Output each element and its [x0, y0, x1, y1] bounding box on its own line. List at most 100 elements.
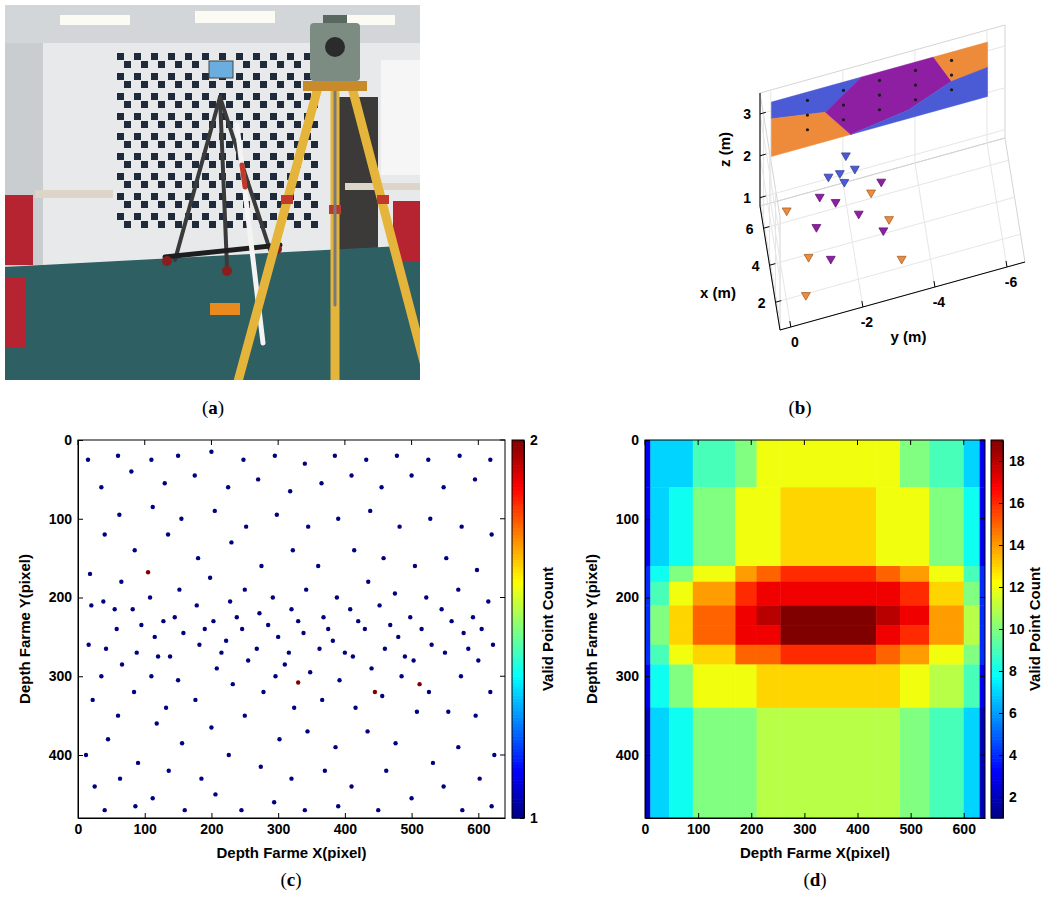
- point: [104, 646, 108, 650]
- point: [369, 666, 373, 670]
- point: [92, 784, 96, 788]
- heat-cell: [964, 625, 980, 645]
- wall-target: [141, 61, 148, 68]
- wall-target: [158, 121, 165, 128]
- tick-mark: [345, 813, 346, 818]
- heat-cell: [757, 582, 781, 606]
- heat-cell: [780, 664, 876, 708]
- camera-point: [815, 194, 824, 202]
- wall-target: [270, 133, 277, 140]
- left-wall: [5, 43, 43, 273]
- heat-cell: [757, 708, 781, 818]
- tick-label: 0: [64, 432, 72, 448]
- tick-label: 6: [1009, 705, 1017, 721]
- heat-cell: [780, 645, 876, 665]
- heat-cell: [964, 566, 980, 582]
- point: [226, 485, 230, 489]
- point: [197, 643, 201, 647]
- point: [460, 808, 464, 812]
- wall-target: [202, 173, 209, 180]
- point: [149, 457, 153, 461]
- wall-target: [151, 93, 158, 100]
- point: [195, 603, 199, 607]
- point: [383, 646, 387, 650]
- point: [246, 658, 250, 662]
- heat-cell: [876, 645, 900, 665]
- station-lens: [325, 37, 345, 57]
- grid: [760, 30, 1021, 327]
- point: [177, 587, 181, 591]
- wall-target: [117, 193, 124, 200]
- wall-target: [175, 121, 182, 128]
- point: [384, 769, 388, 773]
- tick-label: 2: [743, 148, 751, 164]
- tick-label: 100: [616, 511, 640, 527]
- camera-point: [854, 211, 863, 219]
- heat-cell: [669, 645, 693, 665]
- tick-mark: [999, 713, 1003, 714]
- wall-target: [287, 93, 294, 100]
- plot-background: [645, 440, 985, 818]
- tick-mark: [520, 818, 524, 819]
- point: [101, 599, 105, 603]
- wall-target: [175, 201, 182, 208]
- point: [304, 587, 308, 591]
- heat-cell: [693, 440, 736, 488]
- wall-target: [226, 81, 233, 88]
- point: [376, 808, 380, 812]
- wall-target: [124, 101, 131, 108]
- target-point: [806, 99, 809, 102]
- heat-cell: [669, 664, 693, 708]
- caption-part: ): [820, 869, 826, 891]
- heat-cell: [900, 566, 930, 582]
- heat-cell: [650, 708, 669, 818]
- wall-target: [236, 213, 243, 220]
- point: [489, 532, 493, 536]
- point: [116, 454, 120, 458]
- wall-target: [151, 213, 158, 220]
- point: [164, 706, 168, 710]
- wall-target: [311, 181, 318, 188]
- point: [256, 477, 260, 481]
- heat-cell: [735, 605, 757, 625]
- heat-cell: [650, 625, 669, 645]
- heat-cell: [693, 605, 736, 625]
- point: [131, 607, 135, 611]
- point: [446, 709, 450, 713]
- tick-mark: [698, 440, 699, 445]
- point: [323, 769, 327, 773]
- wall-target: [287, 133, 294, 140]
- point: [336, 517, 340, 521]
- point: [89, 603, 93, 607]
- wall-target: [117, 53, 124, 60]
- wall-target: [158, 201, 165, 208]
- point: [431, 761, 435, 765]
- heat-cell: [780, 582, 876, 606]
- point: [427, 690, 431, 694]
- point: [456, 587, 460, 591]
- wall-target: [236, 113, 243, 120]
- point: [288, 489, 292, 493]
- wall-target: [117, 153, 124, 160]
- target-point: [950, 59, 953, 62]
- point: [366, 580, 370, 584]
- wall-target: [202, 93, 209, 100]
- point: [224, 639, 228, 643]
- point: [363, 627, 367, 631]
- point: [289, 607, 293, 611]
- wall-target: [151, 113, 158, 120]
- point: [276, 635, 280, 639]
- tick: 300: [267, 813, 291, 837]
- leg-clamp: [377, 195, 389, 204]
- axis-title: z (m): [716, 132, 733, 167]
- point: [473, 713, 477, 717]
- point: [181, 631, 185, 635]
- tick-mark: [999, 755, 1003, 756]
- wall-target: [226, 161, 233, 168]
- point: [419, 627, 423, 631]
- tick-mark: [478, 813, 479, 818]
- chair: [5, 277, 25, 347]
- tick-label: 14: [1009, 537, 1025, 553]
- tick-label: 10: [1009, 621, 1025, 637]
- axis-line: [780, 262, 1025, 330]
